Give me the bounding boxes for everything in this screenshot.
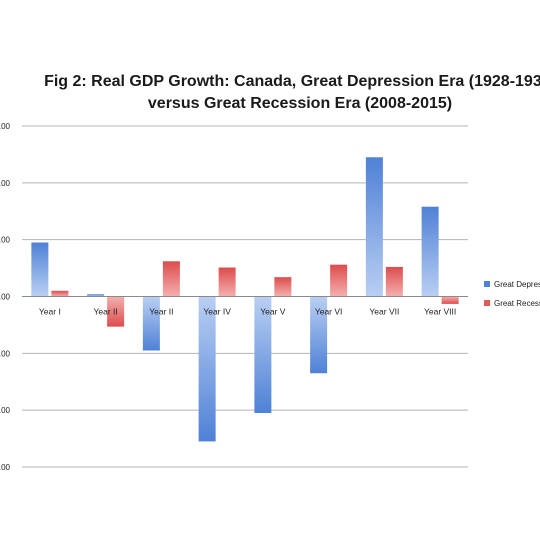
y-tick-label: .00: [0, 406, 11, 415]
bar-great-recession: [51, 290, 69, 297]
x-tick-label: Year VIII: [424, 307, 456, 317]
legend-label: Great Depression: [494, 280, 540, 289]
bar-great-recession: [385, 266, 403, 297]
x-tick-label: Year V: [260, 307, 286, 317]
chart-title: Fig 2: Real GDP Growth: Canada, Great De…: [40, 71, 540, 115]
y-tick-label: .00: [0, 179, 11, 188]
y-tick-label: .00: [0, 293, 11, 302]
legend-swatch: [484, 281, 490, 287]
y-tick-label: .00: [0, 122, 11, 131]
bar-great-depression: [198, 296, 216, 442]
x-tick-label: Year VII: [369, 307, 399, 317]
x-tick-label: Year II: [149, 307, 173, 317]
bar-great-recession: [162, 261, 180, 297]
bar-great-depression: [365, 157, 383, 297]
x-tick-label: Year I: [39, 307, 61, 317]
bar-great-recession: [330, 264, 348, 297]
bar-great-depression: [421, 206, 439, 297]
bar-great-depression: [254, 296, 272, 414]
x-tick-label: Year IV: [203, 307, 231, 317]
chart-title-line-2: versus Great Recession Era (2008-2015): [147, 95, 453, 112]
x-tick-label: Year II: [93, 307, 117, 317]
chart-title-line-1: Fig 2: Real GDP Growth: Canada, Great De…: [44, 73, 540, 90]
bar-great-recession: [107, 296, 125, 327]
bar-great-depression: [87, 294, 105, 297]
legend-label: Great Recession: [494, 299, 540, 308]
legend-swatch: [484, 300, 490, 306]
bar-great-recession: [274, 277, 292, 297]
y-tick-label: .00: [0, 349, 11, 358]
x-tick-label: Year VI: [315, 307, 343, 317]
bar-great-depression: [310, 296, 328, 374]
bar-great-depression: [142, 296, 160, 351]
y-tick-label: .00: [0, 236, 11, 245]
bar-great-depression: [31, 242, 49, 297]
y-tick-label: .00: [0, 463, 11, 472]
bar-great-recession: [218, 267, 236, 297]
bar-great-recession: [441, 296, 459, 304]
